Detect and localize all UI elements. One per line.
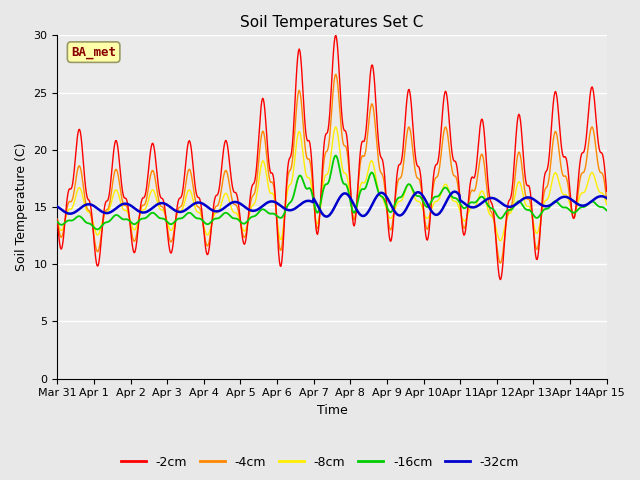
Text: BA_met: BA_met bbox=[71, 46, 116, 59]
Y-axis label: Soil Temperature (C): Soil Temperature (C) bbox=[15, 143, 28, 271]
Title: Soil Temperatures Set C: Soil Temperatures Set C bbox=[241, 15, 424, 30]
Legend: -2cm, -4cm, -8cm, -16cm, -32cm: -2cm, -4cm, -8cm, -16cm, -32cm bbox=[116, 451, 524, 474]
X-axis label: Time: Time bbox=[317, 404, 348, 417]
